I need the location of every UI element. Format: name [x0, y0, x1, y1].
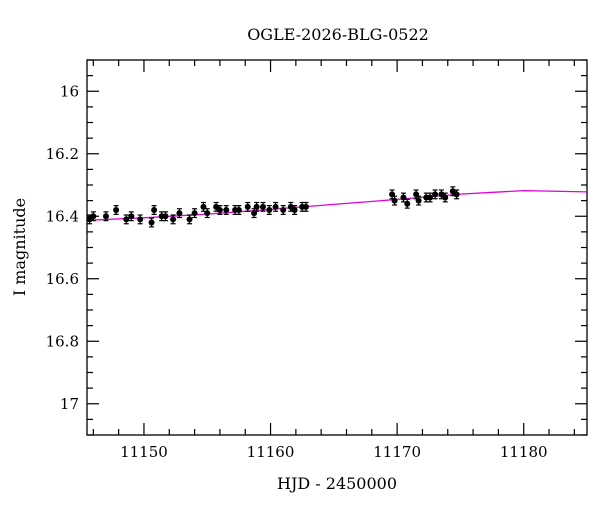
data-point: [137, 214, 144, 225]
data-point: [216, 205, 223, 215]
data-point: [151, 205, 158, 215]
data-marker: [113, 207, 120, 213]
y-tick-label: 16.6: [46, 270, 79, 288]
data-point: [266, 205, 273, 215]
data-marker: [176, 210, 183, 217]
data-point: [427, 192, 434, 203]
data-marker: [291, 207, 298, 213]
data-point: [113, 205, 120, 215]
data-point: [204, 208, 211, 219]
data-point: [291, 205, 298, 215]
data-marker: [280, 207, 287, 213]
data-point: [400, 192, 407, 203]
data-point: [244, 201, 251, 212]
data-point: [253, 201, 260, 212]
data-marker: [123, 216, 130, 223]
data-marker: [151, 207, 158, 213]
data-point: [123, 214, 130, 225]
y-tick-label: 16: [60, 82, 79, 100]
data-point: [162, 211, 169, 222]
data-marker: [259, 203, 266, 210]
data-point: [186, 214, 193, 225]
data-point: [90, 211, 97, 222]
data-marker: [442, 194, 449, 201]
data-point: [404, 198, 411, 209]
data-point: [176, 208, 183, 219]
data-marker: [235, 207, 242, 213]
data-marker: [244, 203, 251, 210]
data-point: [102, 211, 109, 222]
data-point: [302, 201, 309, 212]
data-marker: [191, 210, 198, 217]
data-point: [415, 195, 422, 206]
x-tick-label: 11160: [247, 443, 295, 461]
data-marker: [90, 213, 97, 220]
data-point: [272, 201, 279, 212]
data-point: [191, 208, 198, 219]
data-marker: [266, 207, 273, 213]
data-marker: [272, 203, 279, 210]
data-point: [391, 195, 398, 206]
data-marker: [162, 213, 169, 220]
y-tick-label: 17: [60, 395, 79, 413]
data-marker: [453, 191, 460, 198]
data-marker: [415, 197, 422, 204]
data-marker: [427, 194, 434, 201]
data-marker: [204, 210, 211, 217]
data-marker: [432, 191, 439, 198]
y-tick-label: 16.8: [46, 332, 79, 350]
data-marker: [216, 207, 223, 213]
data-point: [128, 211, 135, 222]
data-point: [223, 205, 230, 215]
data-marker: [148, 219, 155, 226]
data-marker: [102, 213, 109, 220]
data-marker: [170, 216, 177, 223]
data-marker: [302, 203, 309, 210]
x-axis: 11150 11160 11170 11180: [92, 60, 575, 461]
data-point: [235, 205, 242, 215]
y-tick-label: 16.2: [46, 145, 79, 163]
data-points: [86, 186, 460, 228]
x-tick-label: 11170: [373, 443, 421, 461]
y-axis-label: I magnitude: [10, 198, 29, 296]
data-marker: [253, 203, 260, 210]
chart-title: OGLE-2026-BLG-0522: [247, 25, 429, 44]
x-tick-label: 11180: [500, 443, 548, 461]
data-marker: [137, 216, 144, 223]
data-marker: [223, 207, 230, 213]
data-point: [170, 214, 177, 225]
data-marker: [186, 216, 193, 223]
data-point: [442, 192, 449, 203]
data-point: [432, 189, 439, 200]
data-marker: [391, 197, 398, 204]
data-marker: [404, 200, 411, 207]
y-tick-label: 16.4: [46, 207, 79, 225]
x-axis-label: HJD - 2450000: [277, 474, 397, 493]
y-axis: 16 16.2 16.4 16.6 16.8 17: [46, 59, 587, 436]
data-point: [259, 201, 266, 212]
data-point: [148, 217, 155, 228]
x-tick-label: 11150: [120, 443, 168, 461]
data-point: [453, 189, 460, 200]
data-marker: [128, 213, 135, 220]
data-point: [280, 205, 287, 215]
data-point: [200, 201, 207, 212]
plot-frame: [86, 59, 588, 436]
